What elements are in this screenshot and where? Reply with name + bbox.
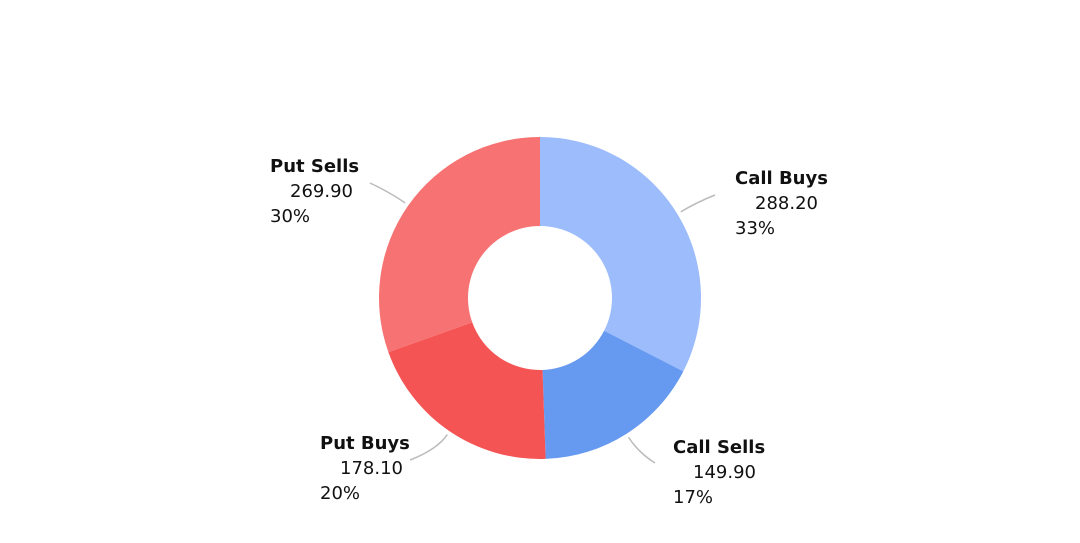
slice — [378, 137, 540, 353]
slice-percent: 20% — [320, 483, 360, 504]
slice-percent: 33% — [735, 218, 775, 239]
leader-line — [680, 194, 716, 213]
slice-name: Put Sells — [270, 156, 359, 177]
slice-name: Put Buys — [320, 433, 410, 454]
slice-percent: 30% — [270, 206, 310, 227]
slice-value: 269.90 — [290, 181, 353, 202]
slice-percent: 17% — [673, 487, 713, 508]
slice — [540, 137, 701, 372]
slice-name: Call Buys — [735, 168, 828, 189]
slice-value: 149.90 — [693, 462, 756, 483]
leader-line — [409, 434, 448, 461]
leader-line — [627, 436, 656, 464]
leader-line — [369, 182, 406, 204]
slice — [542, 330, 684, 459]
slice-value: 288.20 — [755, 193, 818, 214]
slice-name: Call Sells — [673, 437, 765, 458]
slice-value: 178.10 — [340, 458, 403, 479]
slice — [388, 322, 546, 460]
